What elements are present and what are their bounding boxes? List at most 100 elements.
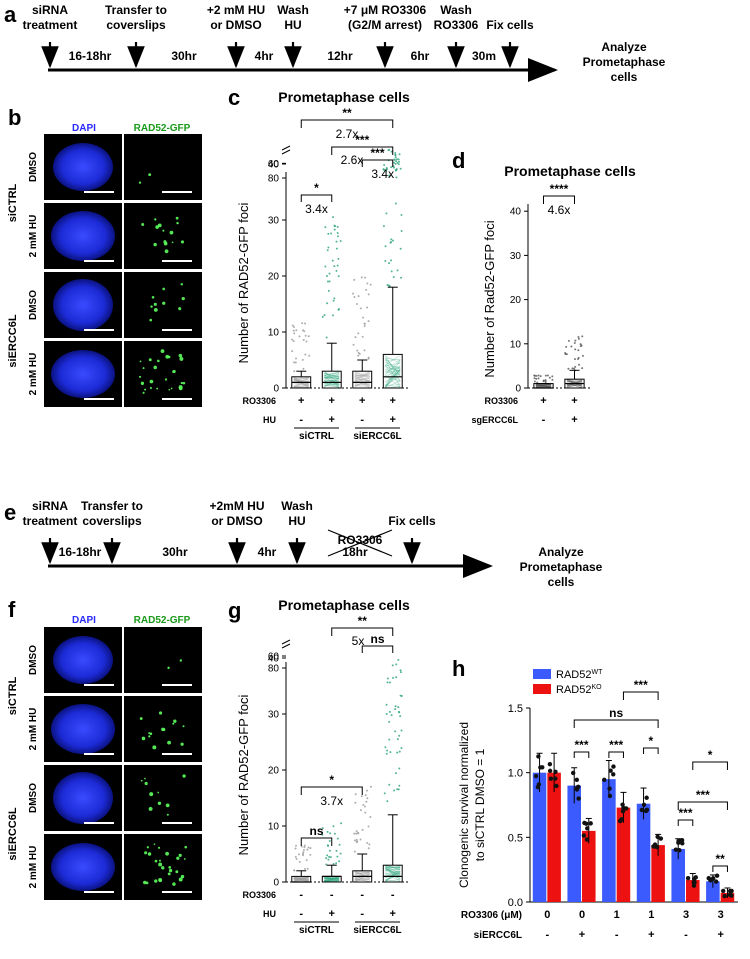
data-point [293,377,309,386]
foci-dot [178,877,183,882]
data-point [358,352,361,355]
data-point [396,269,399,272]
y-tick-label: 0.0 [508,897,523,909]
data-point [566,383,583,388]
data-point [324,375,340,378]
micro-b-col-dapi: DAPI [72,123,96,134]
data-point [354,373,370,377]
group-label: siERCC6L [353,431,401,442]
foci-dot [157,359,160,363]
data-point [321,315,324,318]
data-point [324,380,340,382]
data-point [366,282,369,285]
row2-sign: - [542,414,546,426]
data-point [306,848,309,851]
data-point [383,168,386,171]
sig-bracket [573,719,659,728]
foci-dot [175,870,179,874]
row1-label: RO3306 [242,396,276,406]
data-point [324,371,340,377]
replicate-dot [533,773,539,779]
replicate-dot [709,877,715,882]
data-point [385,366,401,370]
data-point [302,854,305,857]
replicate-dot [570,770,576,776]
foci-dot [167,740,171,745]
foci-dot [168,388,171,391]
data-point [360,276,363,279]
data-point [354,870,370,879]
data-point [301,322,304,325]
replicate-dot [680,841,685,846]
data-point [354,336,357,339]
data-point [354,373,370,382]
data-point [392,276,395,279]
foci-dot [153,242,157,247]
data-point [385,867,401,883]
data-point [332,862,335,865]
box [321,370,342,389]
micrograph-row-label: 2 mM HU [28,708,39,751]
data-point [385,879,401,882]
foci-dot [141,736,146,741]
data-point [293,876,309,879]
data-point [354,385,370,387]
data-point [394,708,397,711]
replicate-dot [676,838,681,844]
data-point [535,383,552,388]
data-point [354,879,370,881]
fold-change-label: 2.7x [336,127,359,141]
data-point [292,325,295,328]
row1-sign: + [540,395,546,407]
data-point [386,749,389,752]
data-point [326,830,329,833]
bar-wt [567,785,581,902]
data-point [293,878,309,881]
foci-dot [168,868,173,873]
timeline-step-label: RO3306 [434,18,479,32]
micro-b-col-gfp: RAD52-GFP [134,123,191,134]
data-point [354,876,370,881]
data-point [293,878,309,883]
data-point [332,216,335,219]
sig-bracket [331,627,394,636]
replicate-dot [685,875,691,881]
data-point [398,711,401,714]
data-point [293,876,309,879]
data-point [388,681,391,684]
timeline-e-end-3: cells [548,575,575,589]
foci-dot [143,880,147,885]
data-point [302,367,305,370]
replicate-dot [722,893,727,899]
row2-value: + [648,929,654,941]
micrograph-gfp [124,203,202,269]
bar-wt [671,848,685,902]
data-point [333,832,336,835]
row2-sign: - [299,908,303,920]
data-point [294,361,297,364]
data-point [324,877,340,881]
data-point [354,373,370,380]
data-point [535,384,552,388]
data-point [293,876,309,880]
micrograph-row-label: DMSO [28,783,39,813]
data-point [385,868,401,882]
data-point [391,239,394,242]
data-point [385,870,401,881]
sig-bracket [677,801,728,810]
data-point [324,377,340,379]
replicate-dot [607,793,613,799]
data-point [385,865,401,869]
data-point [367,847,370,850]
data-point [537,374,540,377]
data-point [574,358,577,361]
panel-label-h: h [452,656,465,681]
data-point [333,224,336,227]
data-point [367,320,370,323]
data-point [354,372,370,378]
micrograph-row-label: DMSO [28,152,39,182]
sig-bracket [300,786,363,795]
foci-dot [149,386,153,390]
data-point [335,849,338,852]
data-point [293,878,309,881]
